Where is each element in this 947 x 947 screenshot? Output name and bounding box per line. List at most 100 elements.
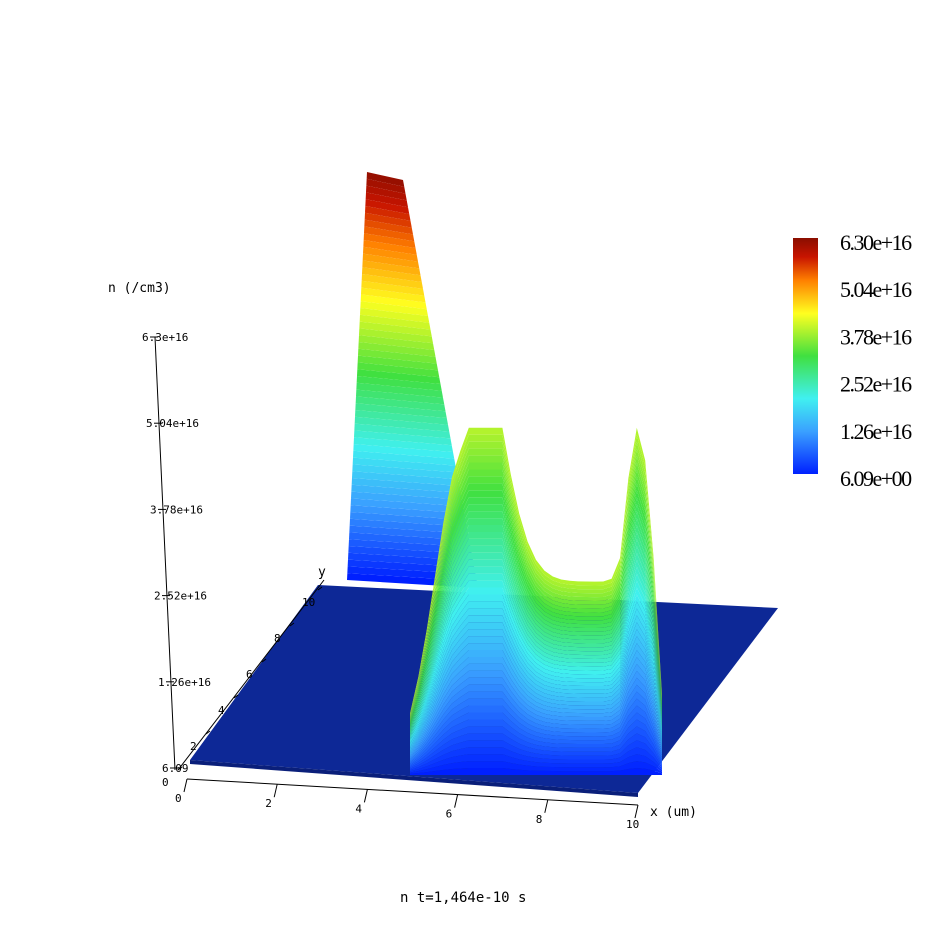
peak-1-band — [366, 178, 406, 194]
peak-1-band — [365, 192, 408, 208]
x-tick-label: 8 — [536, 813, 543, 826]
peak-1-band — [356, 376, 442, 391]
peak-1-band — [356, 389, 445, 405]
hump-band — [410, 684, 662, 761]
hump-band — [410, 740, 662, 771]
peak-1-band — [362, 253, 420, 269]
peak-1-band — [349, 525, 470, 541]
hump-band — [410, 677, 662, 759]
y-tick-mark — [261, 658, 267, 663]
x-tick-label: 10 — [626, 818, 639, 831]
y-tick-label: 2 — [190, 740, 197, 753]
peak-1-band — [361, 287, 426, 303]
y-tick-label: 10 — [302, 596, 315, 609]
peak-1-band — [357, 362, 440, 378]
hump-band — [410, 768, 662, 775]
y-tick-label: 6 — [246, 668, 253, 681]
peak-1-band — [354, 423, 451, 439]
z-axis-line — [154, 336, 176, 771]
peak-1-band — [355, 403, 447, 418]
peak-1-band — [365, 206, 411, 221]
peak-1-band — [361, 274, 423, 289]
y-axis-title: y — [318, 565, 326, 580]
peak-1-band — [353, 437, 453, 452]
y-tick-label: 8 — [274, 632, 281, 645]
peak-1-band — [351, 484, 462, 500]
peak-1-band — [352, 471, 460, 486]
colorbar-label: 5.04e+16 — [840, 277, 912, 302]
x-tick-label: 4 — [355, 802, 362, 815]
y-axis-ticks: 0 2 4 6 8 10 — [162, 586, 323, 789]
z-tick-label: 5.04e+16 — [146, 417, 199, 430]
colorbar-label: 2.52e+16 — [840, 372, 912, 397]
peak-1-band — [359, 321, 432, 337]
x-axis-line — [186, 778, 639, 806]
peak-1-band — [349, 532, 471, 548]
y-tick-mark — [317, 586, 323, 591]
hump-band — [410, 691, 662, 762]
colorbar-label: 6.30e+16 — [840, 230, 912, 255]
hump-band — [410, 656, 662, 756]
peak-1-band — [350, 498, 465, 514]
peak-1-band — [363, 233, 416, 248]
x-tick-mark — [634, 804, 639, 819]
peak-1-band — [363, 246, 418, 262]
peak-1-band — [352, 464, 458, 480]
z-tick-label: 1.26e+16 — [158, 676, 211, 689]
colorbar-label: 3.78e+16 — [840, 324, 912, 349]
hump-band — [410, 698, 662, 763]
peak-1-band — [364, 226, 415, 242]
z-tick-label: 6.09 — [162, 762, 189, 775]
peak-1-band — [362, 260, 421, 276]
y-tick-label: 4 — [218, 704, 225, 717]
hump-band — [410, 705, 662, 764]
peak-1-band — [366, 172, 405, 187]
peak-1-band — [358, 348, 437, 364]
surface-floor-front-edge — [190, 760, 638, 797]
peak-1-band — [364, 212, 412, 228]
peak-1-band — [358, 335, 435, 350]
hump-band — [410, 761, 662, 774]
x-tick-label: 6 — [446, 808, 453, 821]
colorbar-labels: 6.30e+16 5.04e+16 3.78e+16 2.52e+16 1.26e+16… — [840, 230, 914, 491]
peak-1-band — [364, 219, 413, 235]
hump-band — [410, 663, 662, 757]
peak-1-band — [350, 505, 466, 520]
y-tick-mark — [233, 694, 239, 699]
peak-1-band — [361, 280, 425, 296]
hump-band — [410, 733, 662, 769]
y-axis-line — [177, 579, 325, 771]
surface-humps — [347, 172, 662, 775]
x-tick-label: 0 — [175, 792, 182, 805]
colorbar-label: 1.26e+16 — [840, 419, 912, 444]
peak-1-band — [351, 491, 463, 507]
z-tick-label: 2.52e+16 — [154, 590, 207, 603]
colorbar-label: 6.09e+00 — [840, 466, 912, 491]
x-axis-ticks: 0 2 4 6 8 10 — [175, 778, 639, 831]
peak-1-band — [355, 396, 446, 412]
y-tick-mark — [205, 730, 211, 735]
peak-1-band — [349, 518, 468, 534]
peak-1-band — [353, 450, 456, 466]
peak-1-band — [360, 301, 428, 316]
x-tick-label: 2 — [265, 797, 272, 810]
plot-caption: n t=1,464e-10 s — [400, 890, 526, 906]
hump-band — [410, 726, 662, 768]
peak-1-band — [358, 342, 436, 357]
peak-1-band — [356, 382, 443, 398]
colorbar — [793, 238, 818, 474]
peak-1-band — [362, 267, 422, 282]
x-tick-mark — [273, 784, 278, 798]
peak-1-band — [352, 457, 457, 473]
peak-1-band — [354, 416, 450, 432]
peak-1-band — [357, 355, 438, 371]
peak-1-band — [360, 308, 430, 323]
z-tick-label: 3.78e+16 — [150, 503, 203, 516]
x-tick-mark — [454, 794, 459, 808]
peak-1-band — [350, 512, 467, 527]
peak-1-band — [363, 240, 417, 255]
x-tick-mark — [544, 799, 549, 813]
x-axis-title: x (um) — [650, 805, 697, 820]
peak-1-band — [357, 369, 441, 384]
peak-1-band — [359, 314, 431, 330]
